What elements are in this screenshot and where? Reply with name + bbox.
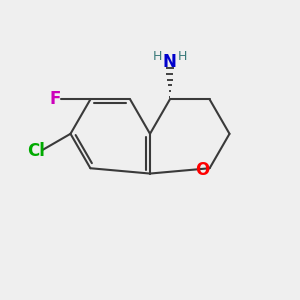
Text: H: H	[178, 50, 187, 63]
Text: F: F	[50, 90, 61, 108]
Text: O: O	[195, 161, 209, 179]
Text: H: H	[153, 50, 162, 63]
Text: N: N	[163, 53, 177, 71]
Text: Cl: Cl	[27, 142, 45, 160]
